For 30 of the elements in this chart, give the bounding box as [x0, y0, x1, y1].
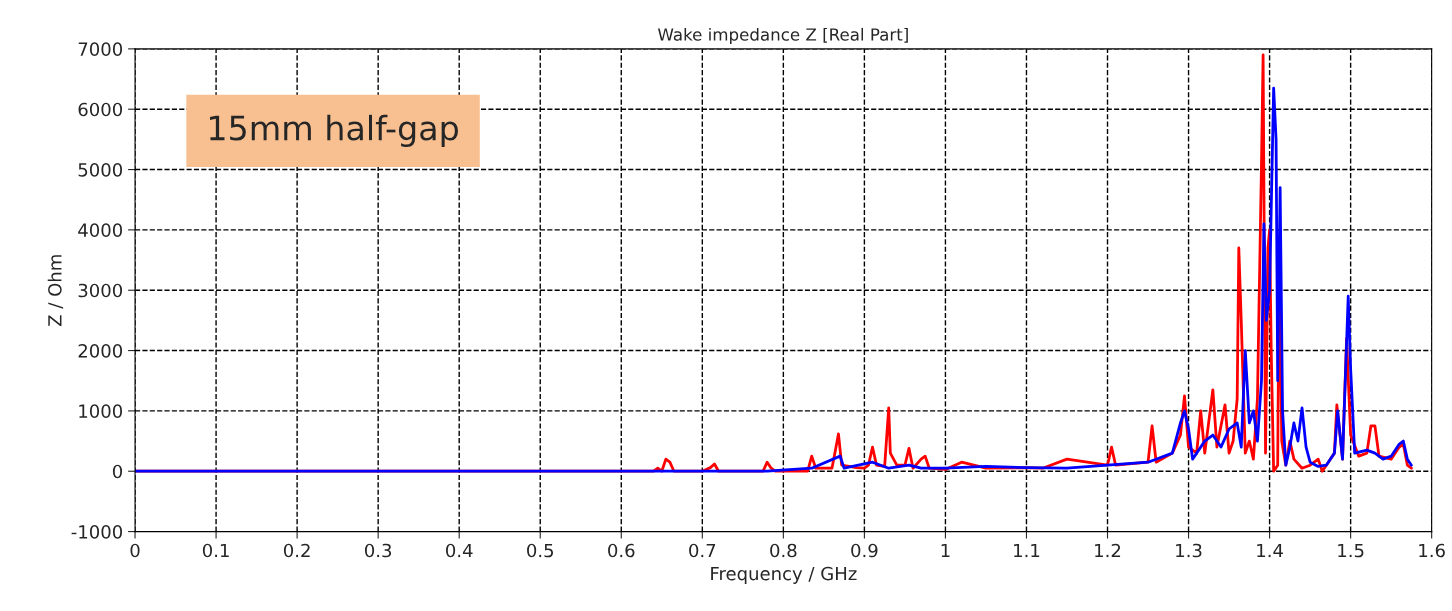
x-tick-label: 1.2 — [1095, 543, 1121, 558]
y-tick-label: 5000 — [78, 163, 123, 177]
x-tick-label: 0.9 — [851, 543, 878, 558]
y-tick-label: 1000 — [79, 404, 123, 419]
x-tick-label: 0.2 — [283, 543, 310, 558]
x-tick-label: 1.5 — [1338, 543, 1364, 558]
x-tick-label: 1.1 — [1014, 543, 1040, 558]
y-tick-label: 7000 — [78, 42, 123, 56]
y-tick-label: 3000 — [78, 283, 123, 298]
x-tick-label: 1.3 — [1176, 543, 1202, 558]
x-tick-label: 1.4 — [1257, 543, 1283, 558]
y-tick-label: 6000 — [78, 102, 123, 117]
y-tick-label: 2000 — [78, 344, 123, 358]
x-tick-label: 0.1 — [202, 543, 229, 558]
annotation: 15mm half-gap — [210, 114, 458, 148]
y-tick-label: 0 — [112, 464, 123, 479]
y-tick-label: -1000 — [71, 525, 123, 539]
x-tick-label: 0.4 — [446, 543, 473, 558]
x-axis-title: Frequency / GHz — [711, 566, 857, 584]
x-tick-label: 0 — [130, 543, 140, 558]
x-tick-label: 0.5 — [527, 543, 554, 558]
x-tick-label: 1.6 — [1419, 543, 1445, 558]
x-tick-label: 0.3 — [364, 543, 392, 558]
y-axis-title: Z / Ohm — [47, 255, 64, 326]
x-tick-label: 0.7 — [689, 543, 716, 558]
x-tick-label: 0.6 — [608, 543, 635, 558]
x-tick-label: 0.8 — [770, 543, 797, 558]
chart-title: Wake impedance Z [Real Part] — [657, 27, 908, 45]
y-tick-label: 4000 — [78, 223, 123, 238]
x-tick-label: 1 — [941, 543, 950, 558]
